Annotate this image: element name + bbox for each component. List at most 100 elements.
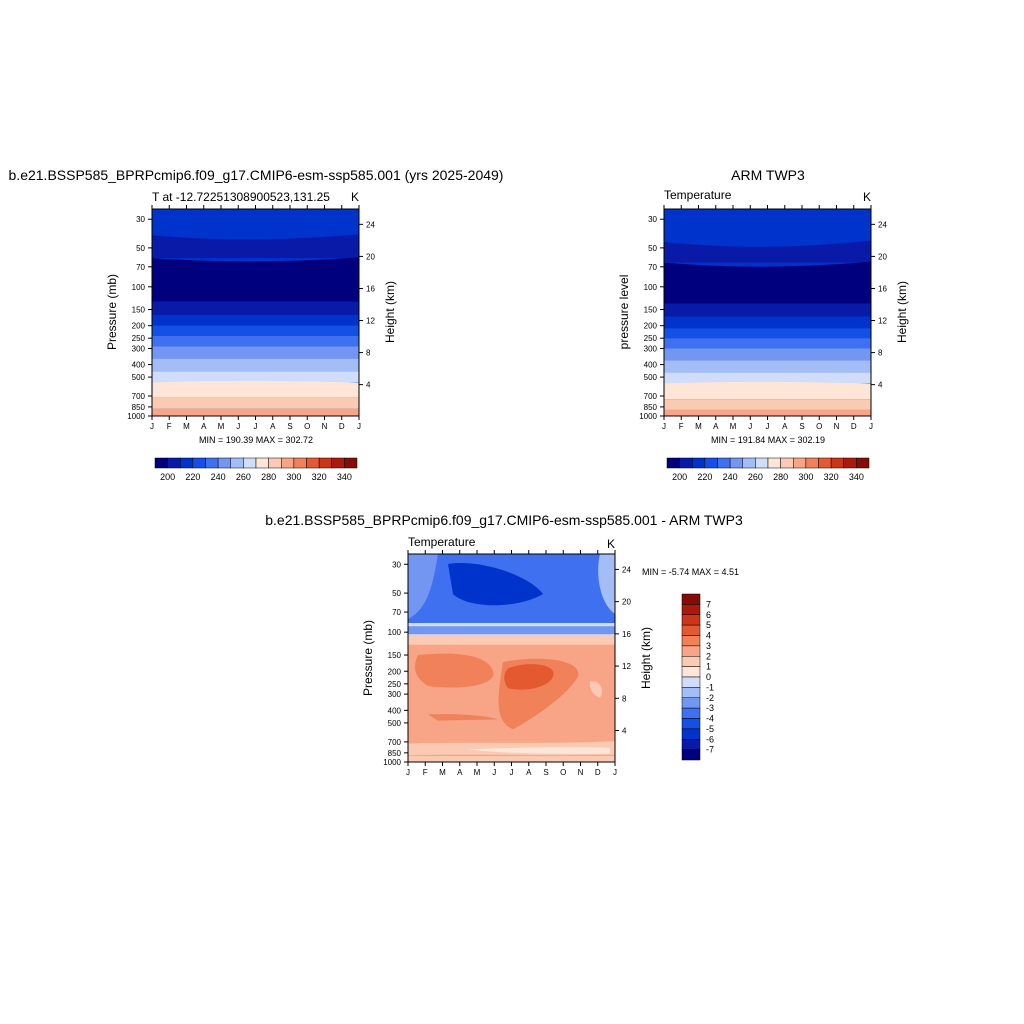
left-ytick-label: 1000 — [127, 412, 145, 421]
left-band-8 — [152, 358, 359, 372]
right-ytick-right-label: 8 — [878, 349, 883, 358]
right-cbar-box — [780, 457, 794, 469]
left-band-3 — [152, 301, 359, 315]
diff-cold-edge-right — [598, 554, 615, 614]
diff-cbar-box — [681, 614, 701, 626]
diff-contours — [408, 554, 615, 762]
right-xtick-label: J — [869, 422, 873, 431]
left-ytick-right-label: 12 — [366, 317, 375, 326]
left-cbar-box — [306, 457, 320, 469]
diff-light-patch — [590, 681, 602, 698]
diff-cbar-box — [681, 707, 701, 719]
left-xtick-label: J — [357, 422, 361, 431]
diff-cold-edge-left — [408, 554, 438, 619]
right-ytick-label: 50 — [648, 244, 657, 253]
left-ylabel-right: Height (km) — [383, 281, 397, 343]
left-ytick-label: 700 — [132, 392, 146, 401]
diff-ytick-label: 50 — [392, 589, 401, 598]
left-cbar-label: 300 — [286, 472, 301, 482]
right-band-11 — [664, 399, 871, 410]
right-cbar-box — [843, 457, 857, 469]
left-ytick-label: 850 — [132, 403, 146, 412]
left-ytick-right-label: 4 — [366, 381, 371, 390]
right-ytick-right-label: 4 — [878, 381, 883, 390]
left-panel-units: K — [351, 190, 359, 204]
right-ytick-right-label: 16 — [878, 284, 887, 293]
diff-cbar-label: 2 — [706, 651, 711, 661]
left-band-6 — [152, 335, 359, 347]
right-cbar-label: 260 — [748, 472, 763, 482]
diff-xtick-label: J — [613, 768, 617, 777]
left-xtick-label: J — [236, 422, 240, 431]
left-band-12 — [152, 408, 359, 416]
right-xtick-label: S — [799, 422, 804, 431]
right-xtick-label: A — [782, 422, 788, 431]
left-ytick-label: 300 — [132, 344, 146, 353]
diff-xtick-label: A — [526, 768, 532, 777]
diff-cbar-label: 7 — [706, 599, 711, 609]
diff-cbar-box — [681, 624, 701, 636]
diff-xtick-label: S — [543, 768, 548, 777]
right-band-12 — [664, 409, 871, 416]
diff-ytick-right-label: 8 — [622, 694, 627, 703]
left-xtick-label: F — [167, 422, 172, 431]
diff-xtick-label: N — [578, 768, 584, 777]
left-band-11 — [152, 397, 359, 409]
left-cbar-label: 280 — [261, 472, 276, 482]
right-ytick-right-label: 20 — [878, 252, 887, 261]
left-cbar-box — [154, 457, 168, 469]
diff-ytick-right-label: 4 — [622, 727, 627, 736]
right-xtick-label: M — [695, 422, 702, 431]
diff-cbar-box — [681, 656, 701, 667]
right-xtick-label: J — [748, 422, 752, 431]
left-xtick-label: J — [254, 422, 258, 431]
left-ytick-label: 200 — [132, 322, 146, 331]
diff-panel-title: b.e21.BSSP585_BPRPcmip6.f09_g17.CMIP6-es… — [265, 512, 743, 528]
right-cbar-box — [717, 457, 731, 469]
left-band-1 — [152, 234, 359, 259]
diff-ytick-label: 100 — [388, 628, 402, 637]
diff-cbar-box — [681, 666, 701, 678]
right-cbar-box — [704, 457, 718, 469]
right-ytick-right-label: 24 — [878, 220, 887, 229]
right-cbar-box — [818, 457, 832, 469]
right-cbar-box — [755, 457, 769, 469]
diff-cbar-box — [681, 676, 701, 688]
left-xtick-label: A — [270, 422, 276, 431]
diff-cbar-label: 4 — [706, 631, 711, 641]
right-xtick-label: J — [662, 422, 666, 431]
right-cbar-label: 220 — [697, 472, 712, 482]
left-cbar-box — [318, 457, 332, 469]
diff-ytick-right-label: 24 — [622, 565, 631, 574]
diff-xtick-label: J — [492, 768, 496, 777]
diff-cbar-label: 3 — [706, 641, 711, 651]
left-panel-title: b.e21.BSSP585_BPRPcmip6.f09_g17.CMIP6-es… — [9, 167, 504, 183]
diff-xtick-label: D — [595, 768, 601, 777]
diff-surface — [408, 756, 615, 762]
diff-ytick-label: 70 — [392, 608, 401, 617]
left-ytick-right-label: 16 — [366, 284, 375, 293]
right-xtick-label: J — [766, 422, 770, 431]
diff-cbar-label: -1 — [706, 682, 714, 692]
diff-ytick-label: 850 — [388, 749, 402, 758]
right-cbar-box — [679, 457, 693, 469]
right-ytick-label: 700 — [644, 392, 658, 401]
right-cbar-box — [805, 457, 819, 469]
diff-cbar-box — [681, 749, 701, 761]
left-xtick-label: O — [304, 422, 310, 431]
left-ytick-right-label: 8 — [366, 349, 371, 358]
diff-xtick-label: J — [406, 768, 410, 777]
left-cbar-box — [192, 457, 206, 469]
diff-cbar-label: -6 — [706, 734, 714, 744]
right-ytick-label: 300 — [644, 344, 658, 353]
right-band-6 — [664, 338, 871, 349]
diff-cbar-label: 1 — [706, 662, 711, 672]
diff-cbar-label: -5 — [706, 724, 714, 734]
diff-ylabel-right: Height (km) — [639, 627, 653, 689]
right-ytick-label: 500 — [644, 373, 658, 382]
diff-cbar-box — [681, 687, 701, 698]
left-xtick-label: M — [183, 422, 190, 431]
left-cbar-box — [230, 457, 244, 469]
diff-xtick-label: J — [510, 768, 514, 777]
